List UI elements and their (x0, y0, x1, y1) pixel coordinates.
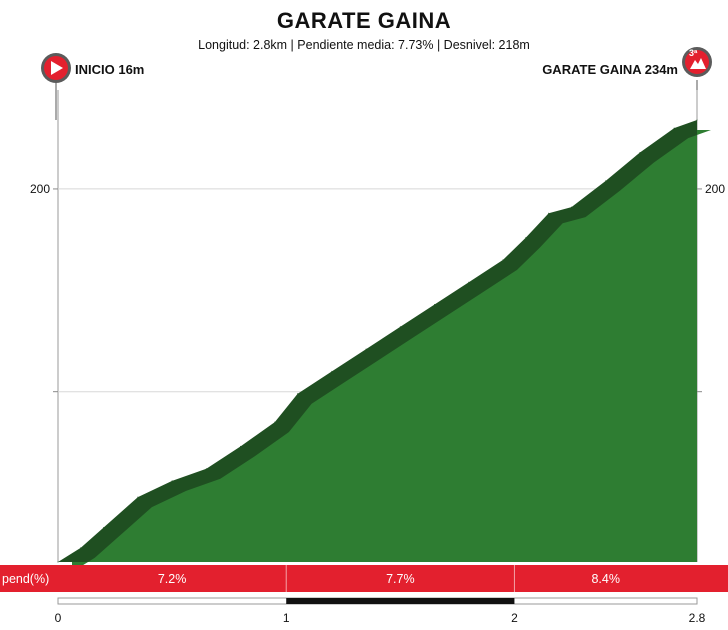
x-tick-label: 2.8 (689, 611, 706, 625)
profile-point-12 (434, 304, 436, 306)
x-tick-label: 2 (511, 611, 518, 625)
distance-scale-segment (286, 598, 515, 604)
profile-point-14 (502, 259, 504, 261)
chart-title: GARATE GAINA (276, 8, 452, 33)
start-marker-label: INICIO 16m (75, 62, 145, 77)
pend-segment-1: 7.7% (386, 572, 415, 586)
profile-point-21 (696, 119, 698, 121)
chart-subtitle: Longitud: 2.8km | Pendiente media: 7.73%… (198, 38, 530, 52)
profile-point-0 (57, 561, 59, 563)
profile-point-4 (171, 480, 173, 482)
profile-point-9 (331, 370, 333, 372)
profile-point-1 (80, 547, 82, 549)
profile-point-19 (639, 151, 641, 153)
profile-point-11 (399, 326, 401, 328)
profile-point-6 (240, 445, 242, 447)
end-marker: 3ª (682, 47, 712, 120)
profile-point-5 (205, 468, 207, 470)
profile-point-17 (570, 206, 572, 208)
profile-point-18 (605, 180, 607, 182)
profile-point-20 (673, 127, 675, 129)
profile-point-15 (525, 237, 527, 239)
end-marker-category: 3ª (689, 48, 698, 58)
x-tick-label: 0 (55, 611, 62, 625)
profile-area (72, 130, 711, 572)
pend-segment-0: 7.2% (158, 572, 187, 586)
profile-point-8 (297, 393, 299, 395)
start-marker (41, 53, 71, 120)
mountain-icon (690, 58, 706, 69)
profile-point-3 (137, 496, 139, 498)
y-tick-label-left: 200 (30, 182, 50, 196)
profile-point-13 (468, 281, 470, 283)
pend-label: pend(%) (2, 572, 49, 586)
end-marker-label: GARATE GAINA 234m (542, 62, 678, 77)
y-tick-label-right: 200 (705, 182, 725, 196)
pend-segment-2: 8.4% (591, 572, 620, 586)
play-icon (51, 61, 63, 75)
x-tick-label: 1 (283, 611, 290, 625)
profile-point-10 (365, 348, 367, 350)
profile-point-7 (274, 421, 276, 423)
profile-point-2 (103, 527, 105, 529)
pend-band (0, 565, 728, 592)
profile-point-16 (548, 212, 550, 214)
